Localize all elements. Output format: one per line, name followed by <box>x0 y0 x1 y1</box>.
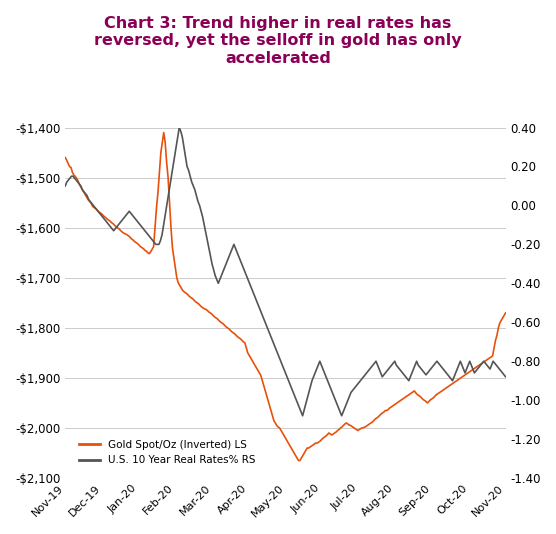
Text: Chart 3: Trend higher in real rates has
reversed, yet the selloff in gold has on: Chart 3: Trend higher in real rates has … <box>94 16 462 66</box>
Legend: Gold Spot/Oz (Inverted) LS, U.S. 10 Year Real Rates% RS: Gold Spot/Oz (Inverted) LS, U.S. 10 Year… <box>75 436 260 469</box>
